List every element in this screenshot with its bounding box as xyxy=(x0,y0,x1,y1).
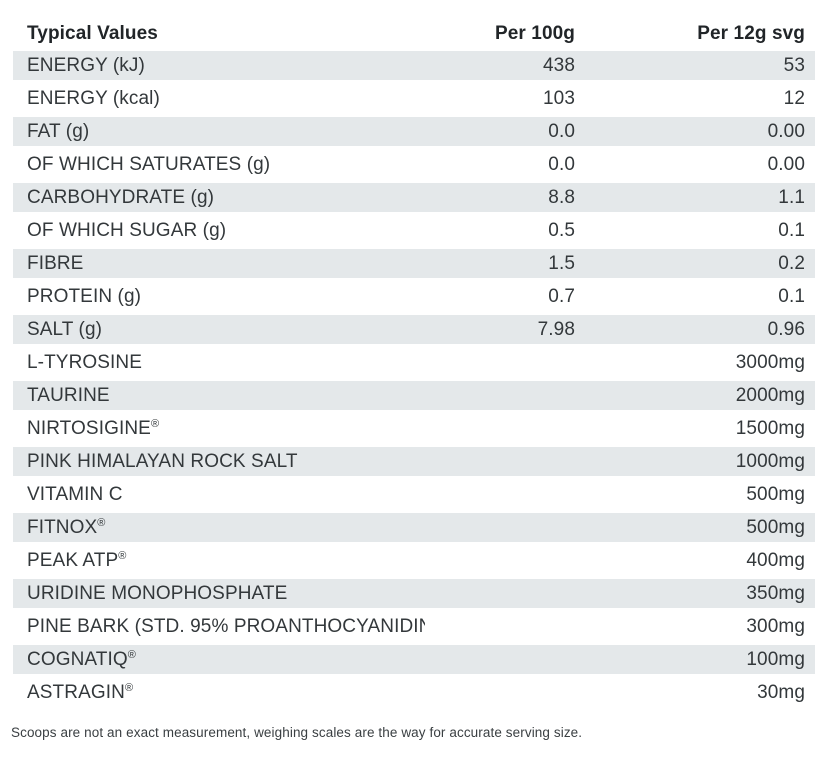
per-100g-value: 8.8 xyxy=(548,186,575,208)
table-row: FIBRE 1.5 0.2 xyxy=(13,247,815,280)
row-label: OF WHICH SATURATES (g) xyxy=(27,153,271,175)
per-12g-value: 1000mg xyxy=(735,450,805,472)
table-row: PINE BARK (STD. 95% PROANTHOCYANIDINS) 3… xyxy=(13,610,815,643)
per-12g-value: 500mg xyxy=(746,516,805,538)
per-100g-value: 0.0 xyxy=(548,153,575,175)
per-12g-value: 12 xyxy=(783,87,805,109)
table-row: OF WHICH SATURATES (g) 0.0 0.00 xyxy=(13,148,815,181)
per-12g-value: 0.00 xyxy=(767,153,805,175)
row-label: URIDINE MONOPHOSPHATE xyxy=(27,582,288,604)
row-label: ENERGY (kJ) xyxy=(27,54,145,76)
row-label: FITNOX® xyxy=(27,516,106,538)
per-12g-value: 1.1 xyxy=(778,186,805,208)
table-row: NIRTOSIGINE® 1500mg xyxy=(13,412,815,445)
registered-mark: ® xyxy=(97,516,106,529)
per-12g-value: 350mg xyxy=(746,582,805,604)
table-row: FITNOX® 500mg xyxy=(13,511,815,544)
per-12g-value: 300mg xyxy=(746,615,805,637)
table-row: ENERGY (kcal) 103 12 xyxy=(13,82,815,115)
row-label: FIBRE xyxy=(27,252,84,274)
per-12g-value: 0.96 xyxy=(767,318,805,340)
row-label: FAT (g) xyxy=(27,120,90,142)
table-row: PINK HIMALAYAN ROCK SALT 1000mg xyxy=(13,445,815,478)
per-12g-value: 500mg xyxy=(746,483,805,505)
per-100g-value: 0.7 xyxy=(548,285,575,307)
per-12g-value: 3000mg xyxy=(735,351,805,373)
serving-size-footnote: Scoops are not an exact measurement, wei… xyxy=(11,725,583,740)
row-label: L-TYROSINE xyxy=(27,351,143,373)
per-12g-value: 30mg xyxy=(757,681,805,703)
row-label: ENERGY (kcal) xyxy=(27,87,160,109)
per-12g-value: 100mg xyxy=(746,648,805,670)
row-label: TAURINE xyxy=(27,384,110,406)
table-row: SALT (g) 7.98 0.96 xyxy=(13,313,815,346)
registered-mark: ® xyxy=(124,681,134,694)
row-label: CARBOHYDRATE (g) xyxy=(27,186,215,208)
per-12g-value: 0.1 xyxy=(778,285,805,307)
per-12g-value: 0.1 xyxy=(778,219,805,241)
table-row: ENERGY (kJ) 438 53 xyxy=(13,49,815,82)
per-12g-value: 1500mg xyxy=(735,417,805,439)
row-label: VITAMIN C xyxy=(27,483,123,505)
per-12g-value: 0.00 xyxy=(767,120,805,142)
per-100g-value: 1.5 xyxy=(548,252,575,274)
table-row: TAURINE 2000mg xyxy=(13,379,815,412)
header-per-12g-svg: Per 12g svg xyxy=(697,22,805,44)
row-label: PROTEIN (g) xyxy=(27,285,142,307)
row-label: PEAK ATP® xyxy=(27,549,127,571)
header-typical-values: Typical Values xyxy=(27,22,158,44)
per-100g-value: 0.5 xyxy=(548,219,575,241)
header-per-100g: Per 100g xyxy=(494,22,575,44)
nutrition-table: Typical Values Per 100g Per 12g svg ENER… xyxy=(13,18,815,709)
table-row: FAT (g) 0.0 0.00 xyxy=(13,115,815,148)
per-100g-value: 7.98 xyxy=(537,318,575,340)
table-row: ASTRAGIN® 30mg xyxy=(13,676,815,709)
table-header-row: Typical Values Per 100g Per 12g svg xyxy=(13,18,815,49)
registered-mark: ® xyxy=(127,648,136,661)
row-label: PINE BARK (STD. 95% PROANTHOCYANIDINS) xyxy=(27,615,425,637)
table-row: VITAMIN C 500mg xyxy=(13,478,815,511)
table-row: URIDINE MONOPHOSPHATE 350mg xyxy=(13,577,815,610)
row-label: OF WHICH SUGAR (g) xyxy=(27,219,227,241)
registered-mark: ® xyxy=(118,549,127,562)
per-12g-value: 53 xyxy=(783,54,805,76)
row-label: ASTRAGIN® xyxy=(27,681,134,703)
table-row: CARBOHYDRATE (g) 8.8 1.1 xyxy=(13,181,815,214)
row-label: COGNATIQ® xyxy=(27,648,136,670)
per-12g-value: 400mg xyxy=(746,549,805,571)
table-row: COGNATIQ® 100mg xyxy=(13,643,815,676)
table-row: PEAK ATP® 400mg xyxy=(13,544,815,577)
row-label: PINK HIMALAYAN ROCK SALT xyxy=(27,450,298,472)
per-100g-value: 438 xyxy=(542,54,575,76)
table-row: L-TYROSINE 3000mg xyxy=(13,346,815,379)
per-12g-value: 2000mg xyxy=(735,384,805,406)
row-label: SALT (g) xyxy=(27,318,103,340)
table-row: OF WHICH SUGAR (g) 0.5 0.1 xyxy=(13,214,815,247)
registered-mark: ® xyxy=(150,417,160,430)
per-12g-value: 0.2 xyxy=(778,252,805,274)
per-100g-value: 103 xyxy=(542,87,575,109)
table-row: PROTEIN (g) 0.7 0.1 xyxy=(13,280,815,313)
row-label: NIRTOSIGINE® xyxy=(27,417,160,439)
per-100g-value: 0.0 xyxy=(548,120,575,142)
